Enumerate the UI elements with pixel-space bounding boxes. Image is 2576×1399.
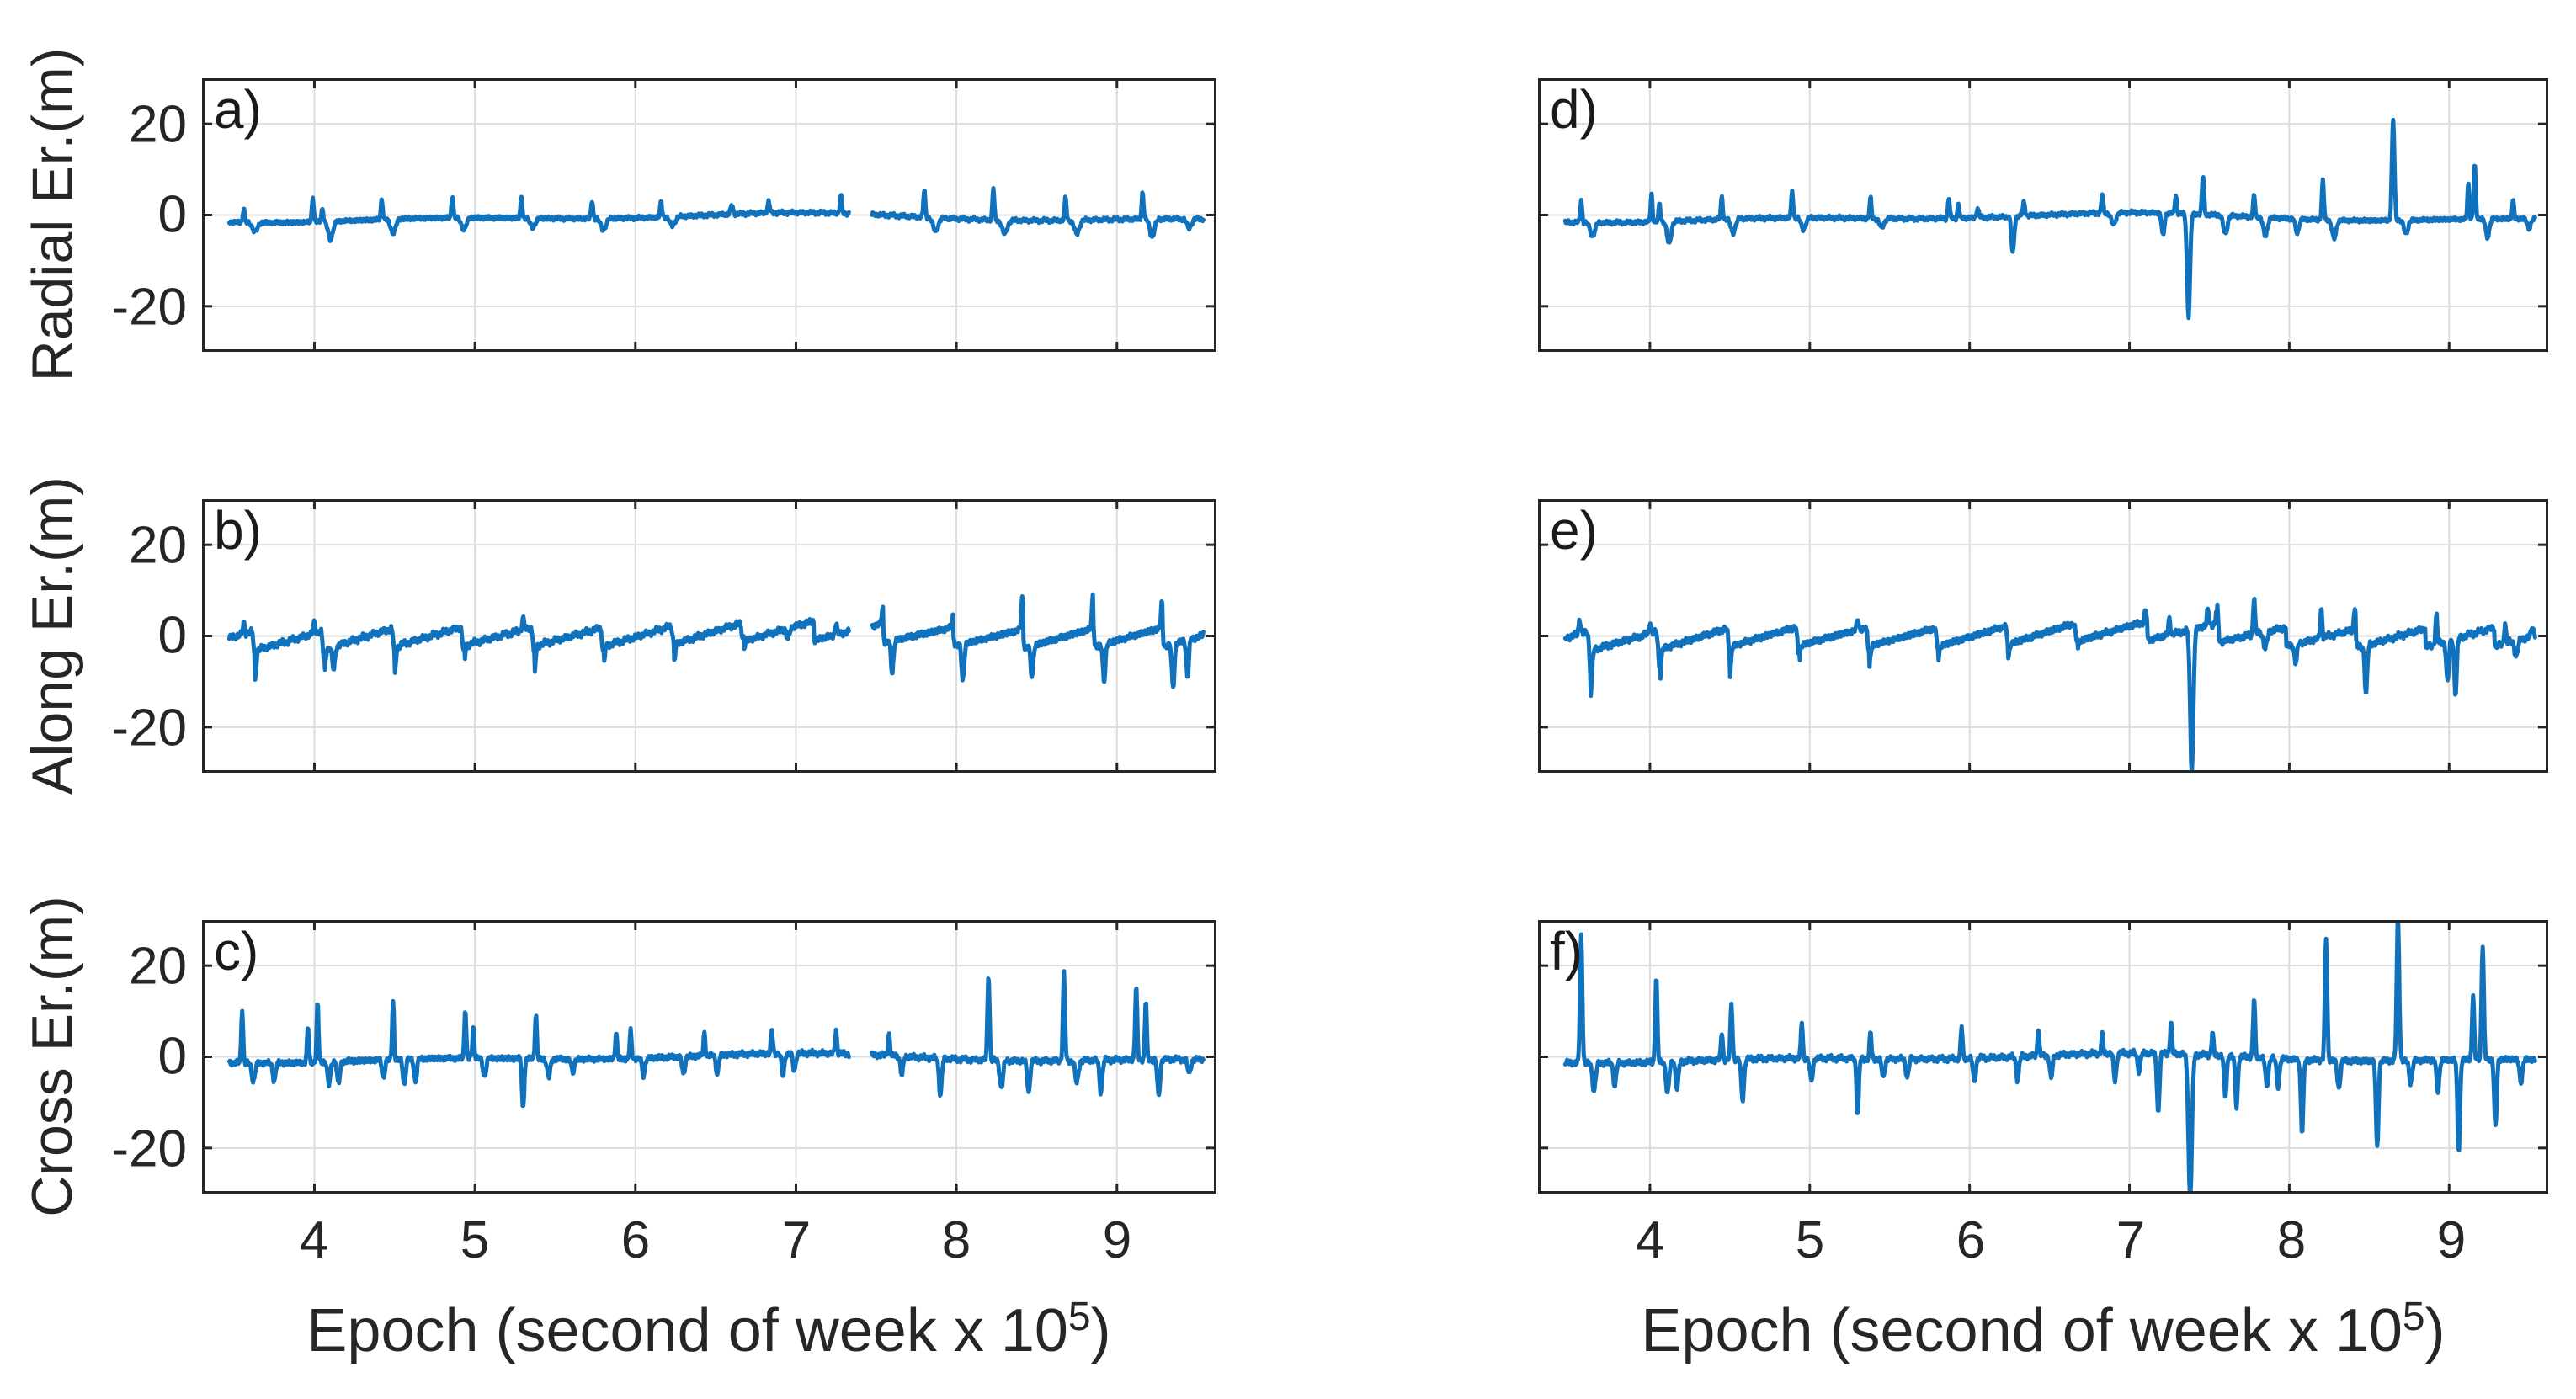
ytick-row2-0: 0 [157,606,187,665]
x-axis-label-right: Epoch (second of week x 105) [1641,1295,2446,1365]
plot-area-e [1538,499,2548,773]
plot-area-b [202,499,1216,773]
subplot-f-cross-right: f) [1538,920,2548,1194]
panel-letter-f: f) [1550,921,1583,981]
panel-letter-c: c) [214,921,259,981]
subplot-e-along-right: e) [1538,499,2548,773]
subplot-a-radial-left: a) [202,78,1216,352]
xtick-right-4: 4 [1635,1211,1665,1269]
xtick-right-6: 6 [1956,1211,1986,1269]
plot-area-a [202,78,1216,352]
xtick-left-8: 8 [941,1211,971,1269]
xtick-right-9: 9 [2436,1211,2467,1269]
xtick-left-9: 9 [1102,1211,1132,1269]
panel-letter-e: e) [1550,500,1598,561]
xtick-left-4: 4 [299,1211,329,1269]
xtick-left-5: 5 [460,1211,490,1269]
ytick-row2-20: 20 [129,516,187,575]
ytick-row2-neg20: -20 [111,699,187,758]
xtick-left-6: 6 [620,1211,651,1269]
panel-letter-d: d) [1550,79,1598,140]
subplot-c-cross-left: c) [202,920,1216,1194]
plot-area-c [202,920,1216,1194]
panel-letter-b: b) [214,500,262,561]
ytick-row3-0: 0 [157,1027,187,1086]
plot-area-f [1538,920,2548,1194]
xtick-right-7: 7 [2116,1211,2146,1269]
ytick-row1-0: 0 [157,185,187,244]
panel-letter-a: a) [214,79,262,140]
ytick-row3-neg20: -20 [111,1120,187,1178]
ytick-row3-20: 20 [129,937,187,996]
subplot-d-radial-right: d) [1538,78,2548,352]
xtick-right-8: 8 [2276,1211,2307,1269]
subplot-b-along-left: b) [202,499,1216,773]
ytick-row1-neg20: -20 [111,278,187,337]
plot-area-d [1538,78,2548,352]
xtick-left-7: 7 [781,1211,812,1269]
xtick-right-5: 5 [1795,1211,1825,1269]
x-axis-label-left: Epoch (second of week x 105) [306,1295,1111,1365]
ytick-row1-20: 20 [129,95,187,154]
